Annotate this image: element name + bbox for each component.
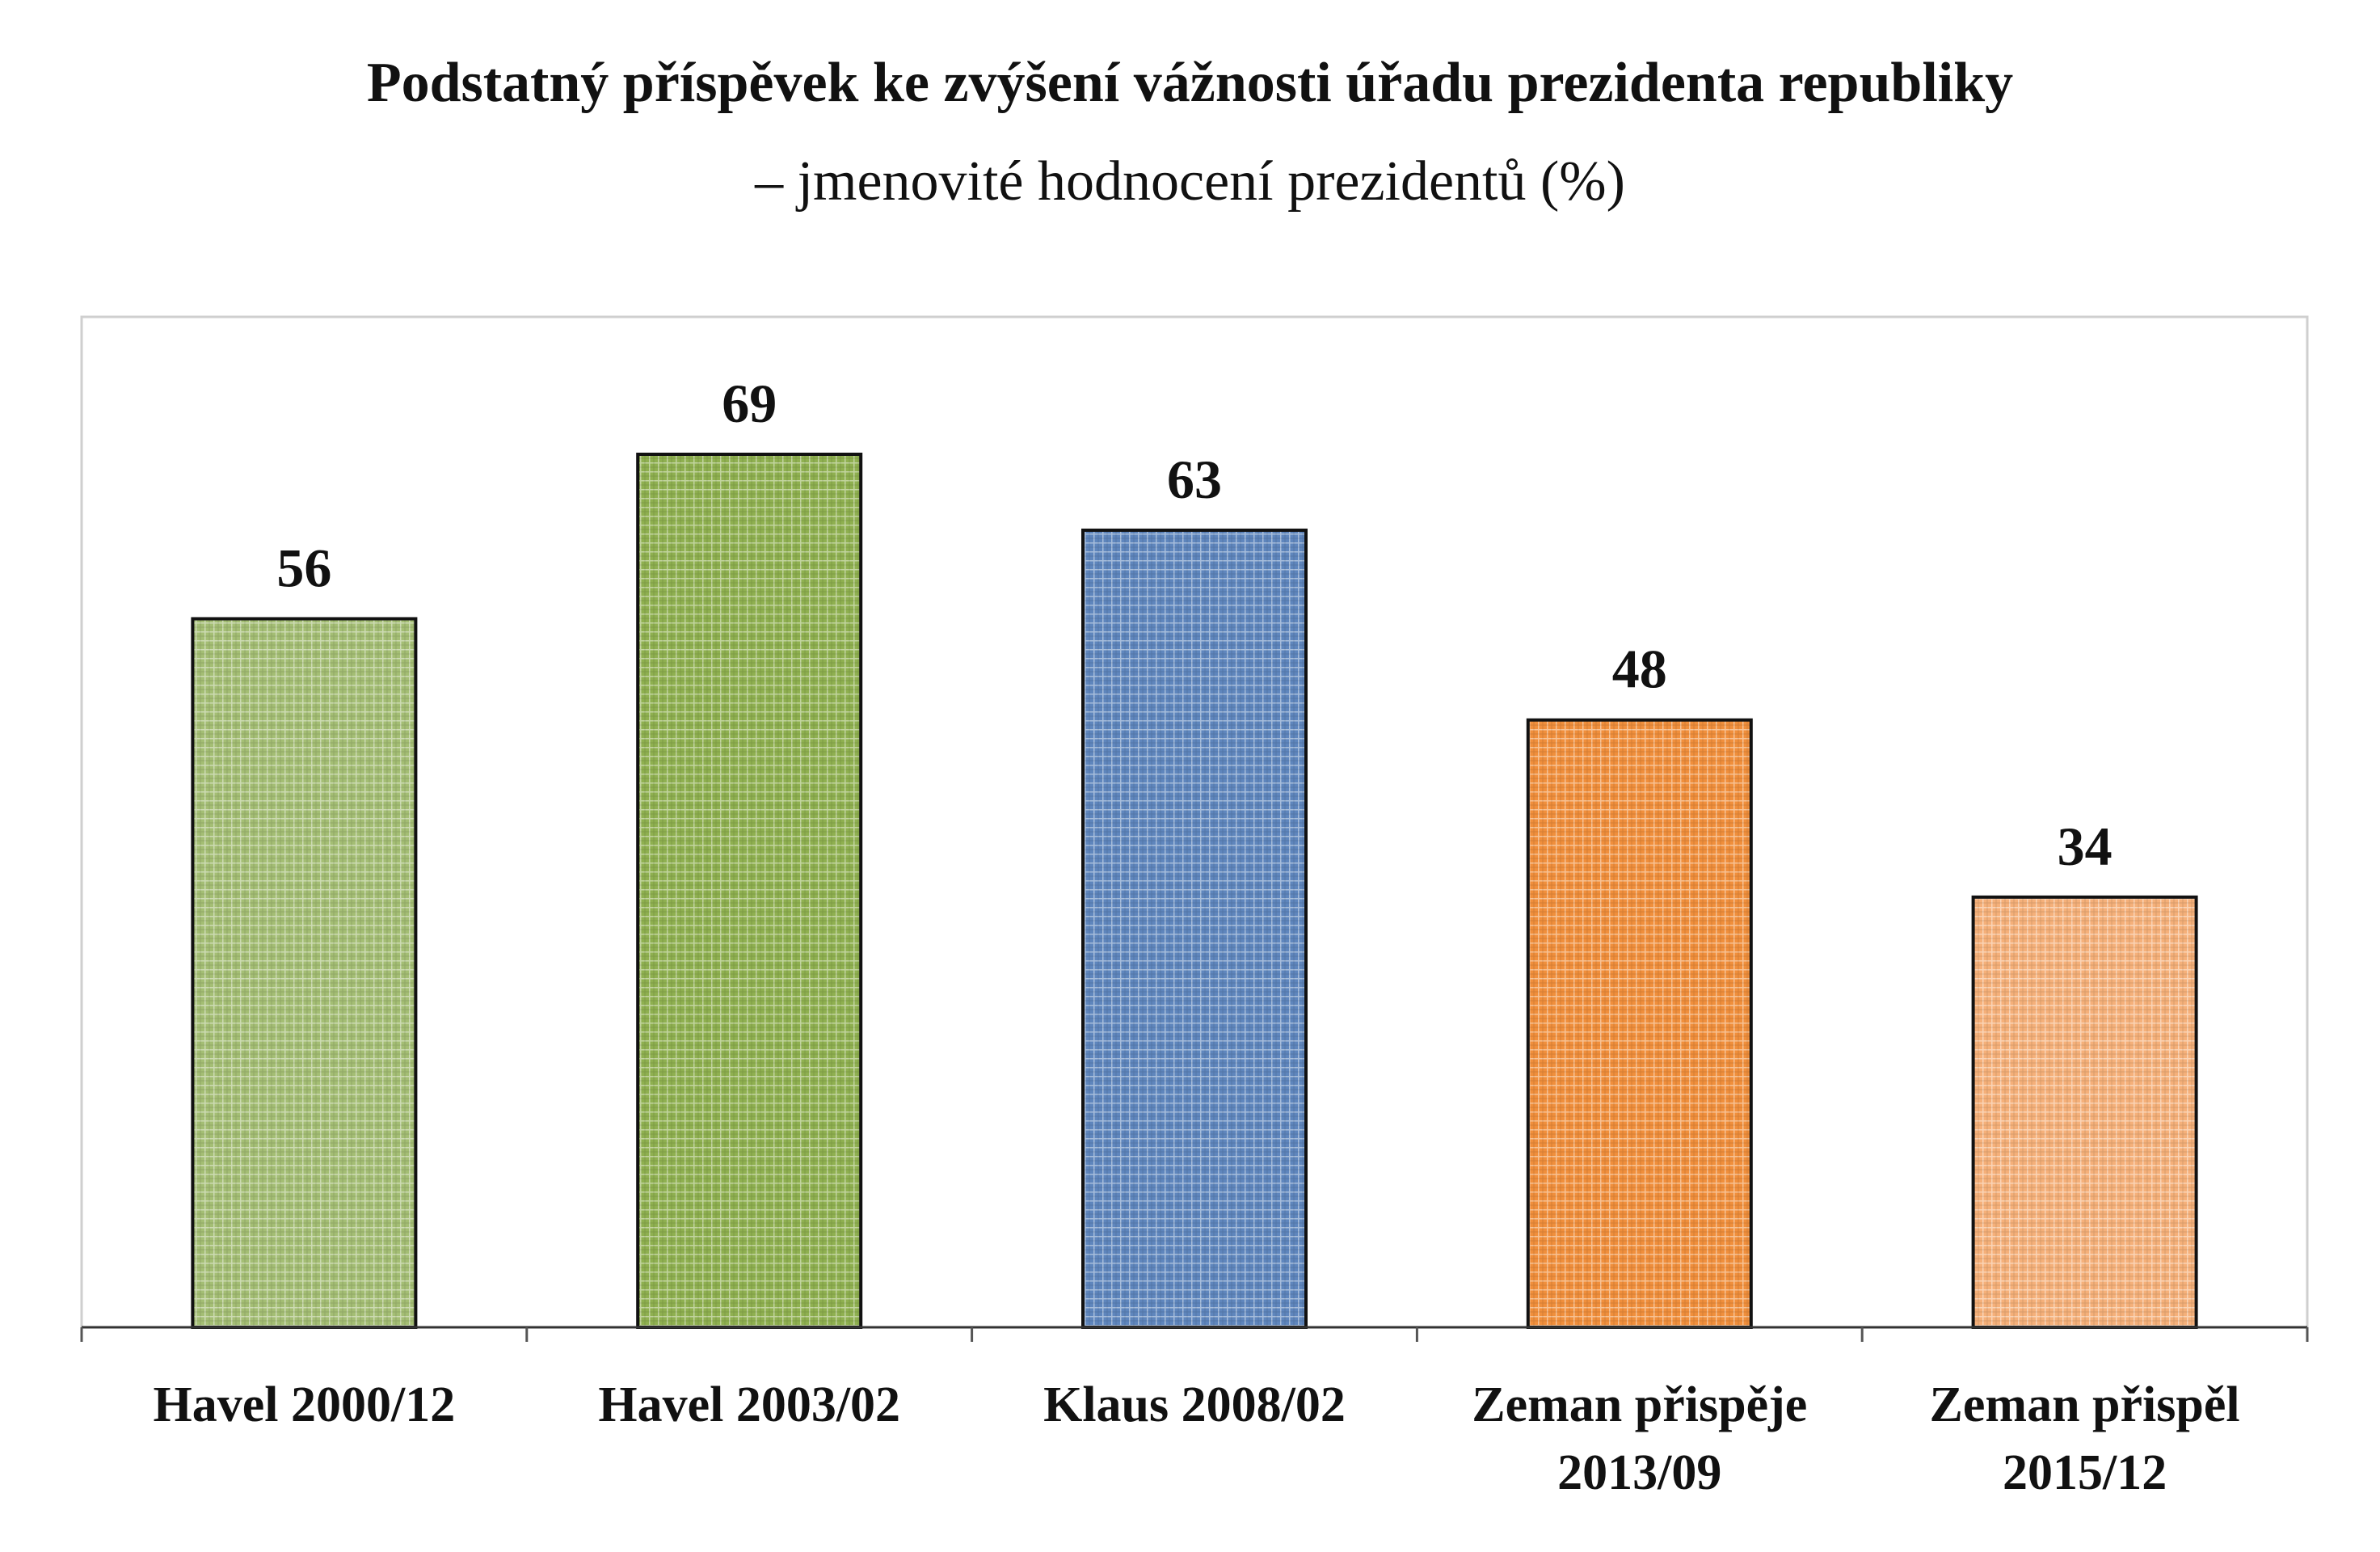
- x-tick-label: Klaus 2008/02: [1043, 1377, 1346, 1432]
- data-label: 69: [722, 373, 777, 434]
- bar: [636, 453, 863, 1329]
- bars-group: 56 69 63 48 34: [191, 373, 2198, 1329]
- x-axis: Havel 2000/12 Havel 2003/02 Klaus 2008/02 Z…: [80, 1326, 2309, 1500]
- data-label: 63: [1167, 449, 1222, 510]
- x-tick-label: Havel 2003/02: [598, 1377, 900, 1432]
- data-label: 48: [1612, 639, 1667, 700]
- data-label: 56: [276, 537, 331, 598]
- bar: [1081, 528, 1308, 1329]
- bar: [191, 617, 418, 1329]
- bar: [1971, 895, 2198, 1329]
- x-tick-label: Havel 2000/12: [154, 1377, 456, 1432]
- chart-subtitle: – jmenovité hodnocení prezidentů (%): [755, 150, 1625, 213]
- chart-title: Podstatný příspěvek ke zvýšení vážnosti …: [366, 52, 2014, 114]
- x-tick-label: Zeman přispěl 2015/12: [1930, 1377, 2240, 1500]
- x-tick-label: Zeman přispěje 2013/09: [1472, 1377, 1807, 1500]
- bar: [1526, 718, 1753, 1329]
- data-label: 34: [2058, 816, 2113, 877]
